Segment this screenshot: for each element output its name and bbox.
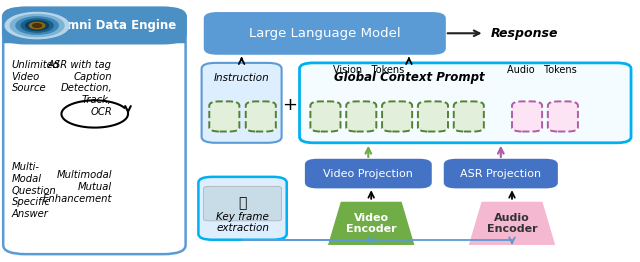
Text: Video
Encoder: Video Encoder bbox=[346, 212, 397, 234]
FancyBboxPatch shape bbox=[3, 27, 186, 43]
FancyBboxPatch shape bbox=[246, 101, 276, 132]
Circle shape bbox=[10, 15, 64, 37]
Text: Audio   Tokens: Audio Tokens bbox=[508, 65, 577, 75]
Text: Instruction: Instruction bbox=[214, 73, 269, 83]
FancyBboxPatch shape bbox=[310, 101, 340, 132]
Text: Large Language Model: Large Language Model bbox=[249, 27, 401, 40]
FancyBboxPatch shape bbox=[454, 101, 484, 132]
Text: ASR Projection: ASR Projection bbox=[460, 168, 541, 179]
Text: +: + bbox=[282, 96, 297, 114]
FancyBboxPatch shape bbox=[346, 101, 376, 132]
FancyBboxPatch shape bbox=[204, 186, 282, 221]
Circle shape bbox=[33, 24, 42, 28]
FancyBboxPatch shape bbox=[3, 8, 186, 43]
FancyBboxPatch shape bbox=[512, 101, 542, 132]
Text: Audio
Encoder: Audio Encoder bbox=[486, 212, 538, 234]
Text: Omni Data Engine: Omni Data Engine bbox=[57, 19, 176, 32]
Circle shape bbox=[21, 19, 53, 32]
Circle shape bbox=[26, 21, 49, 30]
Polygon shape bbox=[328, 202, 415, 245]
Text: 👤: 👤 bbox=[238, 196, 247, 210]
Text: Unlimited
Video
Source: Unlimited Video Source bbox=[12, 60, 60, 94]
Circle shape bbox=[5, 13, 69, 39]
Text: Global Context Prompt: Global Context Prompt bbox=[333, 71, 484, 84]
FancyBboxPatch shape bbox=[300, 63, 631, 143]
FancyBboxPatch shape bbox=[382, 101, 412, 132]
Circle shape bbox=[29, 23, 45, 29]
FancyBboxPatch shape bbox=[209, 101, 239, 132]
FancyBboxPatch shape bbox=[3, 8, 186, 254]
FancyBboxPatch shape bbox=[418, 101, 448, 132]
Text: Key frame
extraction: Key frame extraction bbox=[216, 212, 269, 233]
Text: Video Projection: Video Projection bbox=[323, 168, 413, 179]
Text: Vision   Tokens: Vision Tokens bbox=[333, 65, 404, 75]
Circle shape bbox=[16, 17, 58, 34]
Polygon shape bbox=[468, 202, 556, 245]
FancyBboxPatch shape bbox=[445, 160, 557, 187]
FancyBboxPatch shape bbox=[202, 63, 282, 143]
Text: Multi-
Modal
Question
Specific
Answer: Multi- Modal Question Specific Answer bbox=[12, 162, 56, 219]
FancyBboxPatch shape bbox=[198, 177, 287, 240]
FancyBboxPatch shape bbox=[205, 13, 445, 54]
Text: ASR with tag
Caption
Detection,
Track,
OCR: ASR with tag Caption Detection, Track, O… bbox=[48, 60, 112, 117]
FancyBboxPatch shape bbox=[548, 101, 578, 132]
FancyBboxPatch shape bbox=[306, 160, 431, 187]
Text: Multimodal
Mutual
Enhancement: Multimodal Mutual Enhancement bbox=[43, 170, 112, 204]
Text: Response: Response bbox=[491, 27, 558, 40]
